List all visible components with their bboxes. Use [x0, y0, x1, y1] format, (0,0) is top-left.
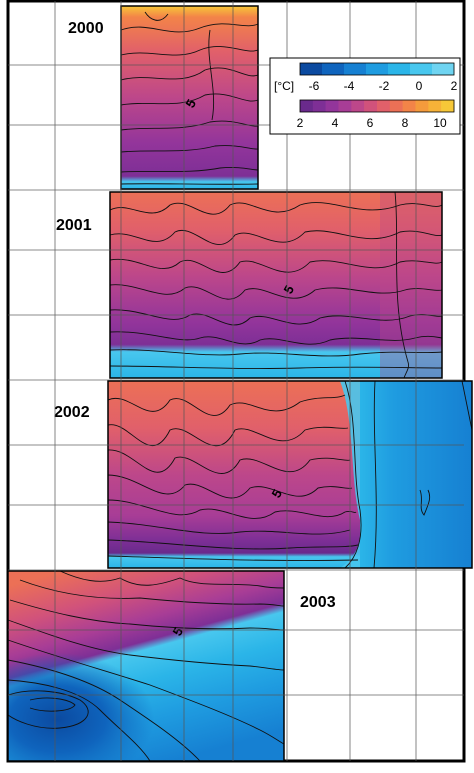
colorbar-negative-ticks: -6 -4 -2 0 2: [309, 79, 458, 93]
colorbar-negative-swatch-5: [410, 63, 433, 75]
colorbar-negative: [299, 62, 455, 76]
panel-2002-field: [108, 381, 360, 568]
colorbar-negative-tick-label: -4: [344, 79, 355, 93]
colorbar-positive-tick-label: 10: [433, 116, 447, 130]
year-label-2000: 2000: [68, 20, 104, 37]
colorbar-positive-swatch-0: [300, 100, 314, 112]
colorbar-negative-swatch-1: [322, 63, 345, 75]
colorbar-negative-swatch-3: [366, 63, 389, 75]
year-label-2002: 2002: [54, 404, 90, 421]
colorbar-positive-swatch-7: [389, 100, 403, 112]
colorbar-positive-swatch-3: [338, 100, 352, 112]
colorbar-negative-tick-label: 0: [416, 79, 423, 93]
colorbar-positive-swatch-10: [428, 100, 442, 112]
colorbar-negative-swatch-4: [388, 63, 411, 75]
colorbar-positive-swatch-1: [312, 100, 326, 112]
colorbar-positive-swatch-2: [325, 100, 339, 112]
colorbar-positive-swatch-6: [377, 100, 391, 112]
colorbar-negative-tick-label: -2: [379, 79, 390, 93]
colorbar-unit: [°C]: [274, 79, 294, 93]
colorbar-positive-swatch-11: [441, 100, 455, 112]
colorbar-negative-tick-label: -6: [309, 79, 320, 93]
colorbar-positive-tick-label: 4: [332, 116, 339, 130]
panel-2000: 2000 5: [68, 5, 259, 190]
colorbar-positive-swatch-5: [364, 100, 378, 112]
colorbar-positive-swatch-8: [402, 100, 416, 112]
panel-2002: 2002 5: [54, 380, 473, 569]
colorbar-positive-tick-label: 2: [297, 116, 304, 130]
colorbar-positive-swatch-9: [415, 100, 429, 112]
colorbar-positive-ticks: 2 4 6 8 10: [297, 116, 447, 130]
year-label-2003: 2003: [300, 594, 336, 611]
colorbar-positive: [299, 99, 455, 113]
panel-2003: 2003 5: [7, 570, 336, 762]
colorbar-negative-swatch-2: [344, 63, 367, 75]
colorbar-negative-swatch-6: [432, 63, 455, 75]
colorbar-positive-tick-label: 6: [367, 116, 374, 130]
panel-2001: 2001 5: [56, 191, 443, 379]
colorbar-negative-tick-label: 2: [451, 79, 458, 93]
colorbar-negative-swatch-0: [300, 63, 323, 75]
colorbar-positive-swatch-4: [351, 100, 365, 112]
panel-2001-contours: [109, 191, 443, 379]
panel-2000-contours: [120, 11, 259, 185]
colorbar-legend: -6 -4 -2 0 2 2 4 6 8 10 [°C]: [269, 57, 461, 135]
panel-2003-contours: [7, 570, 285, 762]
colorbar-positive-tick-label: 8: [402, 116, 409, 130]
year-label-2001: 2001: [56, 217, 92, 234]
panel-2002-contours: [107, 380, 473, 569]
panel-2001-field: [110, 192, 442, 378]
